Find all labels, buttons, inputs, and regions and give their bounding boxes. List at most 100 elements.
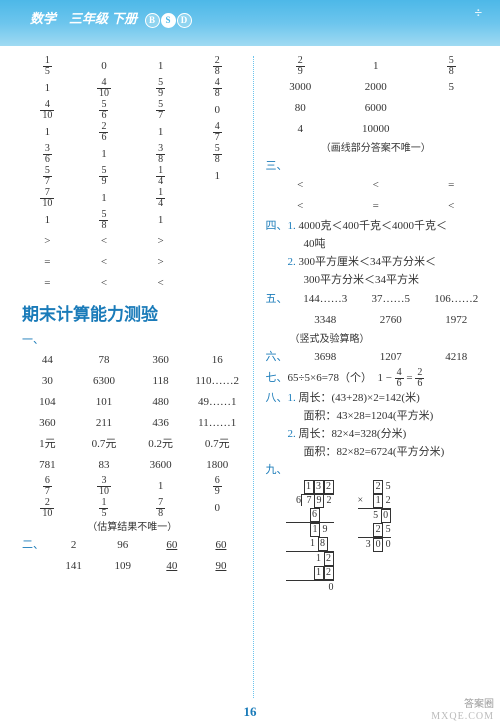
data-row: 306300118110……2 <box>22 371 243 391</box>
cell: 26 <box>79 122 130 143</box>
cell: 1 <box>135 58 186 75</box>
cell: 11……1 <box>192 415 243 432</box>
section-1: 一、 <box>22 332 243 349</box>
header-badge: B S D <box>145 13 192 28</box>
left-column: 1501281410594841056570126147361385857591… <box>22 56 254 698</box>
cell: < <box>79 254 130 271</box>
cell: = <box>417 177 487 194</box>
cell: 59 <box>79 166 130 187</box>
cell: 2760 <box>361 312 421 329</box>
data-row: <=< <box>266 197 487 217</box>
cell: 57 <box>22 166 73 187</box>
site-watermark: MXQE.COM <box>431 711 494 722</box>
cell: 210 <box>22 498 73 519</box>
cell: 78 <box>79 352 130 369</box>
data-row: 410000 <box>266 120 487 140</box>
cell: 118 <box>135 373 186 390</box>
cell: 310 <box>79 476 130 497</box>
section-3: 三、 <box>266 158 487 175</box>
cell: 28 <box>192 56 243 77</box>
section-8: 八、1. 周长：(43+28)×2=142(米) <box>266 390 487 407</box>
cell: 480 <box>135 394 186 411</box>
cell: 2000 <box>341 79 411 96</box>
section-6-row: 六、369812074218 <box>266 347 487 367</box>
vertical-work: 1326 7 9 261 91 81 21202 5× 1 25 02 5 3 … <box>266 480 487 594</box>
cell: = <box>341 198 411 215</box>
cell: 410 <box>79 78 130 99</box>
cell: 58 <box>79 210 130 231</box>
cell: < <box>135 275 186 292</box>
cell: 10000 <box>341 121 411 138</box>
data-row: <<= <box>266 176 487 196</box>
data-row: > < > <box>22 232 243 252</box>
data-row: 150128 <box>22 56 243 77</box>
cell: < <box>266 177 336 194</box>
cell: 67 <box>22 476 73 497</box>
cell: 5 <box>417 79 487 96</box>
section-7: 七、65÷5×6=78（个） 1 − 46 = 26 <box>266 368 487 389</box>
cell: 1 <box>341 58 411 75</box>
data-row: = < > <box>22 253 243 273</box>
brand-watermark: 答案圈 <box>464 695 494 710</box>
cell: < <box>79 233 130 250</box>
cell: 0.7元 <box>79 436 130 453</box>
cell: 58 <box>417 56 487 77</box>
cell: 36 <box>22 144 73 165</box>
section-8-1b: 面积：43×28=1204(平方米) <box>266 408 487 425</box>
cell: 1 <box>22 80 73 97</box>
badge-d: D <box>177 13 192 28</box>
data-row: 5759141 <box>22 166 243 187</box>
cell: 1 <box>135 212 186 229</box>
cell: 101 <box>79 394 130 411</box>
long-division: 1326 7 9 261 91 81 2120 <box>286 480 334 594</box>
cell: 38 <box>135 144 186 165</box>
section-8-2: 2. 周长：82×4=328(分米) <box>266 426 487 443</box>
cell: 29 <box>266 56 336 77</box>
cell: < <box>79 275 130 292</box>
cell: 44 <box>22 352 73 369</box>
cell: 96 <box>101 537 144 554</box>
cell: 40 <box>150 558 193 575</box>
header-subject: 数学 三年级 <box>30 11 108 26</box>
cell: 14 <box>135 166 186 187</box>
data-row: 1元0.7元0.2元0.7元 <box>22 434 243 454</box>
section-2-label: 二、 <box>22 537 46 554</box>
cell: 30 <box>22 373 73 390</box>
cell: > <box>22 233 73 250</box>
cell: 109 <box>101 558 144 575</box>
cell: 1 <box>79 190 130 207</box>
section-4-cont: 40吨 <box>266 236 487 253</box>
cell: 1 <box>79 146 130 163</box>
cell: 60 <box>150 537 193 554</box>
cell: 37……5 <box>361 291 421 308</box>
section-5-row: 五、144……337……5106……2 <box>266 290 487 310</box>
cell: 6300 <box>79 373 130 390</box>
cell: > <box>135 254 186 271</box>
cell: 15 <box>79 498 130 519</box>
data-row: 29 1 58 <box>266 56 487 77</box>
cell: = <box>22 254 73 271</box>
cell: 1207 <box>361 349 421 366</box>
cell: > <box>135 233 186 250</box>
cell: 1972 <box>427 312 487 329</box>
section-4-2: 2. 300平方厘米＜34平方分米＜ <box>266 254 487 271</box>
cell: 710 <box>22 188 73 209</box>
cell: 47 <box>192 122 243 143</box>
cell: 1元 <box>22 436 73 453</box>
note-1: （估算结果不唯一） <box>22 520 243 536</box>
cell: 3698 <box>296 349 356 366</box>
cell: 436 <box>135 415 186 432</box>
data-row: 36021143611……1 <box>22 413 243 433</box>
badge-b: B <box>145 13 160 28</box>
cell: 90 <box>199 558 242 575</box>
cell: 781 <box>22 457 73 474</box>
cell: 1800 <box>192 457 243 474</box>
cell: 0.7元 <box>192 436 243 453</box>
section-9: 九、 <box>266 462 487 479</box>
cell: 6000 <box>341 100 411 117</box>
data-row: 447836016 <box>22 350 243 370</box>
data-row: 1581 <box>22 210 243 231</box>
note-5: （竖式及验算略） <box>266 332 487 348</box>
cell: 2 <box>52 537 95 554</box>
page-header: 数学 三年级 下册 B S D ÷ <box>0 0 500 46</box>
